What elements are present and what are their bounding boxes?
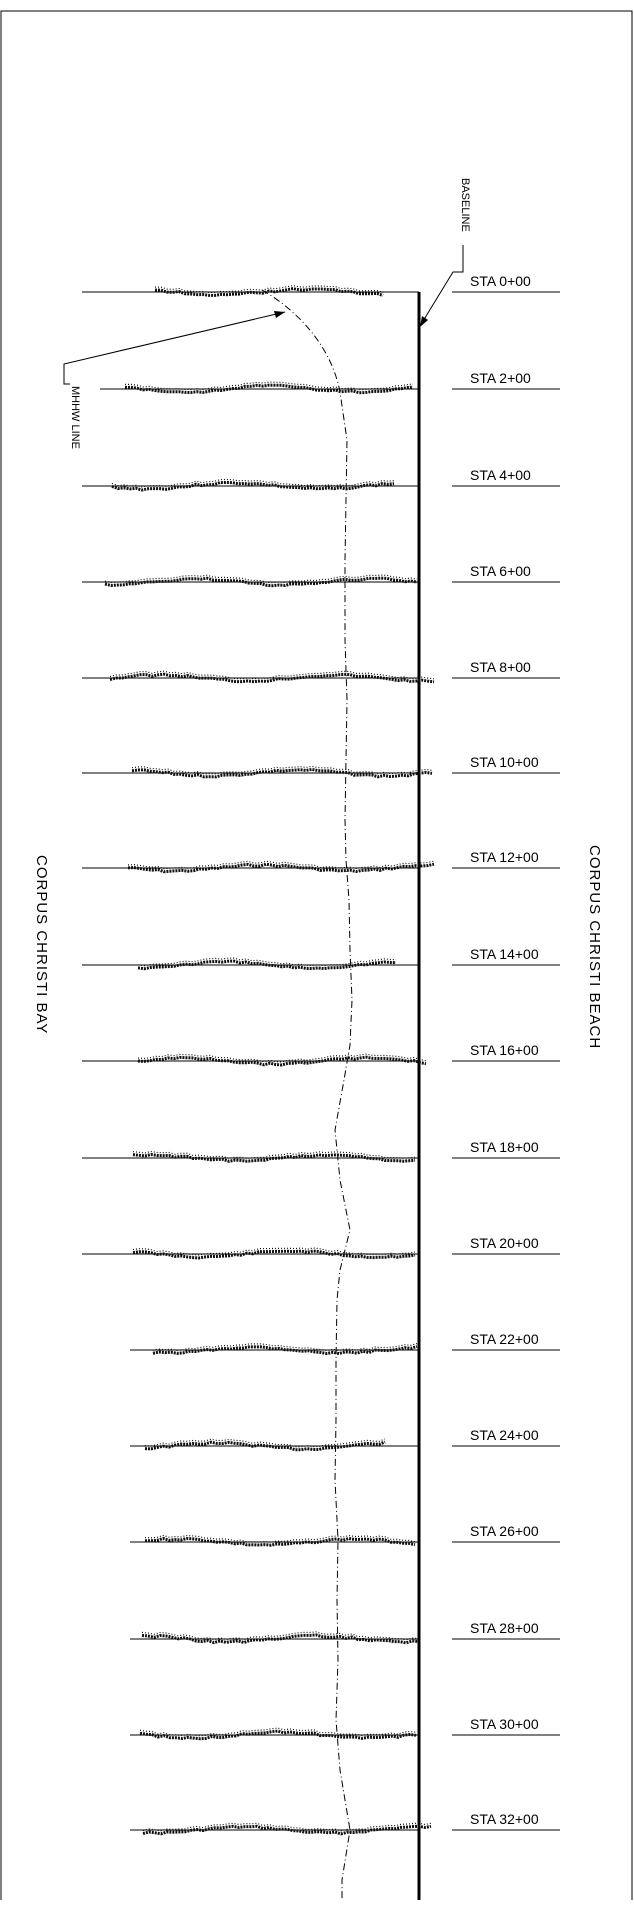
station-transect: STA 18+00: [82, 1139, 560, 1163]
station-transect: STA 12+00: [82, 849, 560, 874]
station-label: STA 32+00: [470, 1811, 539, 1827]
survey-profile: [137, 1055, 427, 1067]
survey-profile: [104, 576, 418, 588]
mhhw-callout: MHHW LINE: [63, 311, 286, 449]
survey-profile: [142, 1824, 432, 1836]
station-label: STA 10+00: [470, 754, 539, 770]
station-label: STA 12+00: [470, 849, 539, 865]
survey-profile-hatch: [142, 1822, 432, 1832]
station-transect: STA 24+00: [130, 1427, 560, 1452]
survey-profile-hatch: [137, 1053, 427, 1063]
survey-profile: [155, 287, 384, 297]
survey-profile: [139, 1729, 417, 1741]
station-label: STA 22+00: [470, 1331, 539, 1347]
station-label: STA 4+00: [470, 467, 531, 483]
station-label: STA 24+00: [470, 1427, 539, 1443]
station-transect: STA 8+00: [82, 659, 560, 684]
station-label: STA 6+00: [470, 563, 531, 579]
station-label: STA 2+00: [470, 370, 531, 386]
station-label: STA 20+00: [470, 1235, 539, 1251]
station-label: STA 8+00: [470, 659, 531, 675]
station-label: STA 16+00: [470, 1042, 539, 1058]
station-label: STA 30+00: [470, 1716, 539, 1732]
station-transect: STA 10+00: [82, 754, 560, 779]
station-transect: STA 6+00: [82, 563, 560, 588]
mhhw-line: [261, 289, 353, 1900]
station-label: STA 14+00: [470, 946, 539, 962]
station-label: STA 0+00: [470, 273, 531, 289]
survey-profile-hatch: [155, 284, 384, 294]
survey-profile: [127, 862, 435, 874]
survey-profile-hatch: [144, 1534, 416, 1543]
survey-profile: [141, 1633, 419, 1645]
station-transect: STA 14+00: [82, 946, 560, 971]
survey-profile: [124, 383, 414, 395]
station-transect: STA 4+00: [82, 467, 560, 492]
station-transects: STA 0+00 STA 2+00 STA 4+00 STA 6+00 STA 8+00…: [82, 273, 560, 1836]
survey-profile: [144, 1536, 416, 1547]
station-label: STA 26+00: [470, 1523, 539, 1539]
survey-profile: [111, 480, 395, 492]
beach-label: CORPUS CHRISTI BEACH: [586, 845, 603, 1049]
survey-profile: [144, 1440, 386, 1452]
station-label: STA 28+00: [470, 1620, 539, 1636]
station-transect: STA 32+00: [130, 1811, 560, 1836]
station-transect: STA 26+00: [130, 1523, 560, 1547]
survey-profile: [132, 1249, 416, 1260]
station-transect: STA 22+00: [130, 1331, 560, 1356]
survey-profile-hatch: [124, 381, 414, 391]
survey-profile-hatch: [127, 860, 435, 870]
mhhw-label: MHHW LINE: [69, 386, 81, 449]
survey-profile: [137, 959, 397, 971]
survey-profile: [131, 767, 433, 779]
station-transect: STA 2+00: [100, 370, 560, 395]
station-transect: STA 30+00: [130, 1716, 560, 1741]
survey-profile: [152, 1345, 418, 1356]
baseline-label: BASELINE: [459, 178, 471, 232]
station-transect: STA 0+00: [82, 273, 560, 297]
station-transect: STA 20+00: [82, 1235, 560, 1260]
survey-profile-hatch: [109, 670, 435, 680]
baseline-callout: BASELINE: [419, 178, 471, 327]
survey-profile: [132, 1152, 416, 1163]
bay-label: CORPUS CHRISTI BAY: [33, 855, 50, 1034]
survey-profile-hatch: [139, 1727, 417, 1737]
survey-profile-hatch: [141, 1631, 419, 1641]
station-label: STA 18+00: [470, 1139, 539, 1155]
survey-profile: [109, 672, 435, 684]
station-transect: STA 16+00: [82, 1042, 560, 1067]
station-transect: STA 28+00: [130, 1620, 560, 1645]
